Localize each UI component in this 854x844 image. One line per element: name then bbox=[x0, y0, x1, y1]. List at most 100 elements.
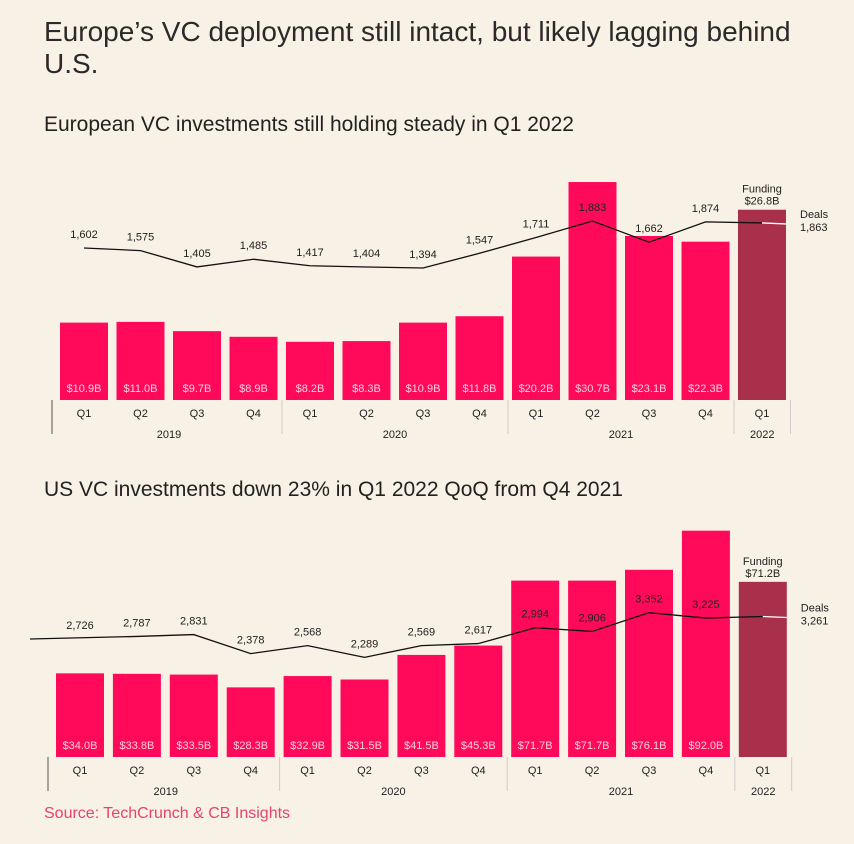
funding-label: $41.5B bbox=[404, 740, 439, 752]
deals-label: 1,874 bbox=[692, 203, 720, 215]
deals-label: 2,994 bbox=[521, 609, 549, 621]
x-year-label: 2021 bbox=[609, 786, 633, 798]
funding-bar bbox=[283, 676, 332, 757]
funding-bar bbox=[511, 580, 560, 757]
deals-label: 1,863 bbox=[800, 222, 828, 234]
funding-label: $10.9B bbox=[67, 383, 102, 395]
funding-bar bbox=[340, 679, 389, 757]
x-year-label: 2022 bbox=[751, 786, 775, 798]
x-tick-label: Q1 bbox=[528, 765, 543, 777]
x-tick-label: Q1 bbox=[755, 765, 770, 777]
europe-chart-title: European VC investments still holding st… bbox=[44, 113, 574, 136]
funding-bar bbox=[454, 645, 503, 757]
us-chart-title: US VC investments down 23% in Q1 2022 Qo… bbox=[44, 478, 623, 501]
funding-label: $33.8B bbox=[119, 740, 154, 752]
x-tick-label: Q4 bbox=[472, 408, 487, 420]
x-tick-label: Q4 bbox=[471, 765, 486, 777]
funding-label: $92.0B bbox=[688, 740, 723, 752]
funding-label: $10.9B bbox=[406, 383, 441, 395]
x-year-label: 2019 bbox=[157, 429, 181, 441]
x-tick-label: Q2 bbox=[359, 408, 374, 420]
funding-bar bbox=[455, 316, 504, 400]
funding-label: $26.8B bbox=[745, 196, 780, 208]
funding-label: $76.1B bbox=[632, 740, 667, 752]
x-tick-label: Q2 bbox=[133, 408, 148, 420]
deals-label: 3,261 bbox=[801, 616, 829, 628]
x-tick-label: Q2 bbox=[585, 765, 600, 777]
x-tick-label: Q1 bbox=[300, 765, 315, 777]
deals-label: 1,883 bbox=[579, 202, 607, 214]
funding-bar bbox=[399, 322, 447, 400]
deals-label: 3,225 bbox=[692, 599, 720, 611]
page-title: Europe’s VC deployment still intact, but… bbox=[44, 16, 791, 79]
funding-label: $31.5B bbox=[347, 740, 382, 752]
x-tick-label: Q3 bbox=[642, 765, 657, 777]
deals-series-name: Deals bbox=[801, 603, 830, 615]
deals-label: 1,404 bbox=[353, 248, 381, 260]
funding-label: $71.7B bbox=[575, 740, 610, 752]
x-tick-label: Q1 bbox=[77, 408, 92, 420]
deals-label: 2,289 bbox=[351, 638, 379, 650]
deals-line-end bbox=[762, 615, 787, 619]
x-tick-label: Q2 bbox=[357, 765, 372, 777]
deals-series-name: Deals bbox=[800, 209, 829, 221]
x-tick-label: Q3 bbox=[642, 408, 657, 420]
funding-label: $11.8B bbox=[462, 383, 496, 395]
funding-bar bbox=[169, 674, 218, 757]
x-tick-label: Q1 bbox=[73, 765, 88, 777]
funding-bar bbox=[56, 673, 104, 757]
deals-label: 2,906 bbox=[578, 612, 606, 624]
deals-label: 2,726 bbox=[66, 620, 94, 632]
x-year-label: 2022 bbox=[750, 429, 774, 441]
funding-label: $71.7B bbox=[518, 740, 553, 752]
funding-bar bbox=[342, 341, 391, 400]
deals-label: 1,417 bbox=[296, 247, 324, 259]
deals-line bbox=[83, 220, 763, 269]
x-year-label: 2019 bbox=[154, 786, 178, 798]
x-tick-label: Q2 bbox=[130, 765, 145, 777]
x-tick-label: Q1 bbox=[529, 408, 544, 420]
funding-bar bbox=[229, 336, 278, 400]
funding-label: $8.9B bbox=[239, 383, 268, 395]
deals-label: 1,662 bbox=[635, 223, 663, 235]
funding-series-name: Funding bbox=[743, 556, 783, 568]
deals-label: 2,568 bbox=[294, 627, 322, 639]
funding-label: $20.2B bbox=[519, 383, 554, 395]
funding-label: $11.0B bbox=[123, 383, 157, 395]
deals-label: 1,405 bbox=[183, 248, 211, 260]
funding-bar bbox=[568, 580, 617, 757]
funding-bar bbox=[738, 209, 786, 400]
x-tick-label: Q4 bbox=[698, 408, 713, 420]
funding-bar bbox=[173, 331, 221, 400]
funding-label: $34.0B bbox=[63, 740, 98, 752]
x-tick-label: Q4 bbox=[243, 765, 258, 777]
x-tick-label: Q1 bbox=[303, 408, 318, 420]
x-year-label: 2020 bbox=[381, 786, 405, 798]
deals-line-end bbox=[761, 222, 787, 225]
funding-label: $23.1B bbox=[632, 383, 667, 395]
funding-bar bbox=[681, 241, 730, 400]
deals-label: 1,575 bbox=[127, 232, 155, 244]
funding-bar bbox=[681, 530, 730, 757]
funding-label: $9.7B bbox=[183, 383, 212, 395]
funding-bar bbox=[568, 182, 617, 400]
funding-bar bbox=[226, 687, 275, 757]
x-tick-label: Q3 bbox=[414, 765, 429, 777]
funding-bar bbox=[397, 654, 446, 757]
funding-bar bbox=[512, 256, 560, 400]
deals-label: 2,378 bbox=[237, 635, 265, 647]
funding-label: $8.3B bbox=[352, 383, 381, 395]
funding-label: $33.5B bbox=[176, 740, 211, 752]
funding-bar bbox=[60, 322, 108, 400]
x-tick-label: Q2 bbox=[585, 408, 600, 420]
deals-label: 1,711 bbox=[523, 219, 550, 231]
x-tick-label: Q3 bbox=[186, 765, 201, 777]
deals-line bbox=[29, 612, 763, 659]
funding-label: $32.9B bbox=[290, 740, 325, 752]
funding-bar bbox=[738, 581, 787, 757]
deals-label: 1,602 bbox=[70, 229, 98, 241]
x-tick-label: Q4 bbox=[699, 765, 714, 777]
deals-label: 2,831 bbox=[180, 616, 208, 628]
